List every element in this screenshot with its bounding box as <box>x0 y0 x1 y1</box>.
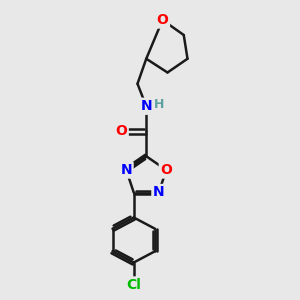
Text: N: N <box>140 99 152 113</box>
Text: N: N <box>153 185 165 200</box>
Text: Cl: Cl <box>126 278 141 292</box>
Text: O: O <box>160 163 172 177</box>
Text: O: O <box>115 124 127 138</box>
Text: O: O <box>157 13 168 27</box>
Text: N: N <box>120 163 132 177</box>
Text: H: H <box>154 98 164 112</box>
